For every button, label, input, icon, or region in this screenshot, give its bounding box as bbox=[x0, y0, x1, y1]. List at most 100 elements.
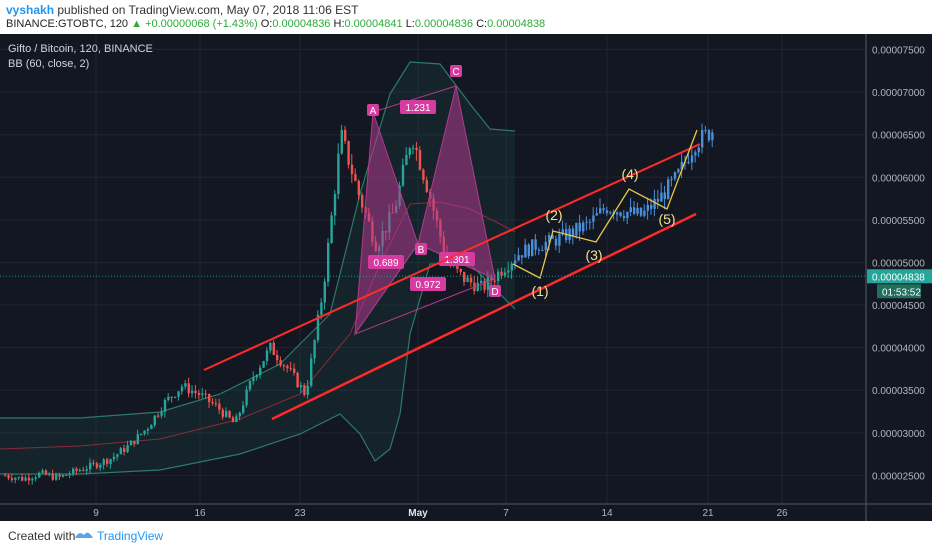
chart-legend-title: Gifto / Bitcoin, 120, BINANCE bbox=[8, 43, 153, 55]
pattern-point-b: B bbox=[418, 245, 425, 256]
candle-body bbox=[701, 130, 704, 148]
candle-body bbox=[537, 249, 541, 251]
candle-body bbox=[116, 454, 119, 457]
candle-body bbox=[265, 350, 269, 362]
candle-body bbox=[327, 242, 330, 282]
candle-body bbox=[10, 477, 14, 480]
candle-body bbox=[490, 277, 493, 281]
y-tick-label: 0.00007000 bbox=[872, 88, 925, 99]
candle-body bbox=[197, 392, 201, 396]
candle-body bbox=[337, 153, 340, 195]
candle-body bbox=[599, 208, 602, 214]
ratio-label: 0.972 bbox=[415, 280, 440, 291]
candle-body bbox=[673, 172, 677, 179]
candle-body bbox=[68, 474, 71, 476]
y-tick-label: 0.00007500 bbox=[872, 46, 925, 57]
candle-body bbox=[38, 472, 41, 478]
candle-body bbox=[262, 361, 265, 368]
candle-body bbox=[140, 433, 143, 435]
candle-body bbox=[578, 222, 581, 232]
candle-body bbox=[136, 434, 139, 444]
chart-area[interactable]: A B C D 1.231 0.689 1.301 0.972 (1) (2) (3) (4) (5) … bbox=[0, 34, 932, 521]
candle-body bbox=[687, 162, 690, 164]
candle-body bbox=[55, 474, 58, 480]
ratio-badge bbox=[410, 277, 446, 291]
candle-body bbox=[361, 194, 364, 208]
candle-body bbox=[259, 367, 262, 376]
candle-body bbox=[357, 180, 360, 195]
candle-body bbox=[616, 212, 619, 215]
tradingview-brand-link[interactable]: TradingView bbox=[97, 529, 164, 543]
x-tick-label: 26 bbox=[776, 508, 788, 519]
candle-body bbox=[78, 470, 82, 472]
candle-body bbox=[323, 281, 326, 303]
candle-body bbox=[480, 280, 483, 283]
candle-body bbox=[174, 396, 177, 398]
candle-body bbox=[602, 208, 605, 211]
candle-body bbox=[4, 475, 7, 477]
candle-body bbox=[554, 238, 558, 246]
candle-body bbox=[646, 204, 649, 211]
candle-body bbox=[320, 302, 323, 315]
countdown-tag bbox=[877, 284, 921, 299]
candle-body bbox=[123, 448, 126, 452]
candle-body bbox=[27, 477, 31, 481]
up-arrow-icon: ▲ bbox=[131, 18, 143, 30]
candle-body bbox=[214, 403, 218, 405]
candle-body bbox=[58, 474, 61, 477]
y-tick-label: 0.00004000 bbox=[872, 344, 925, 355]
footer: Created with TradingView bbox=[0, 521, 932, 550]
candle-body bbox=[184, 383, 187, 387]
grid-lines bbox=[0, 34, 866, 504]
candle-body bbox=[531, 239, 534, 257]
candle-body bbox=[95, 463, 99, 468]
elliott-wave-path bbox=[512, 129, 698, 279]
x-tick-label: 7 bbox=[503, 508, 509, 519]
publish-line: vyshakh published on TradingView.com, Ma… bbox=[6, 3, 358, 17]
x-tick-label: 21 bbox=[702, 508, 714, 519]
candle-body bbox=[282, 365, 286, 367]
candle-body bbox=[680, 161, 683, 170]
candle-body bbox=[163, 399, 167, 412]
author-link[interactable]: vyshakh bbox=[6, 3, 55, 17]
candle-body bbox=[153, 415, 156, 426]
pattern-point-badge bbox=[415, 243, 427, 255]
candle-body bbox=[493, 280, 496, 282]
candle-body bbox=[119, 448, 122, 455]
candle-body bbox=[344, 129, 347, 142]
candle-body bbox=[167, 396, 170, 400]
candle-body bbox=[51, 473, 54, 480]
candle-body bbox=[541, 250, 544, 252]
candle-body bbox=[99, 464, 102, 468]
candle-body bbox=[333, 194, 337, 216]
candle-body bbox=[286, 365, 289, 369]
wave-label: (3) bbox=[585, 247, 602, 263]
candle-body bbox=[225, 411, 228, 417]
tradingview-logo-icon bbox=[75, 532, 93, 538]
candle-body bbox=[568, 228, 571, 241]
ratio-label: 1.301 bbox=[444, 255, 469, 266]
chart-legend-indicator[interactable]: BB (60, close, 2) bbox=[8, 58, 90, 70]
pattern-point-a: A bbox=[370, 106, 377, 117]
harmonic-ac-line bbox=[372, 85, 457, 113]
candle-body bbox=[412, 147, 415, 149]
candle-body bbox=[456, 264, 459, 269]
candle-body bbox=[354, 174, 357, 181]
candle-body bbox=[299, 385, 303, 388]
y-tick-label: 0.00006500 bbox=[872, 131, 925, 142]
candle-body bbox=[276, 354, 279, 361]
candle-body bbox=[636, 207, 639, 214]
candle-body bbox=[160, 411, 163, 416]
candle-body bbox=[44, 470, 48, 475]
pattern-point-badge bbox=[489, 285, 501, 297]
drawing-overlay: A B C D 1.231 0.689 1.301 0.972 (1) (2) (3) (4) (5) bbox=[0, 65, 866, 421]
candle-body bbox=[255, 375, 258, 378]
candle-body bbox=[534, 239, 537, 250]
candle-body bbox=[272, 342, 275, 355]
candle-body bbox=[595, 213, 598, 216]
candle-body bbox=[310, 358, 313, 386]
candle-body bbox=[690, 155, 694, 163]
candle-body bbox=[194, 390, 197, 393]
candle-body bbox=[313, 340, 316, 359]
